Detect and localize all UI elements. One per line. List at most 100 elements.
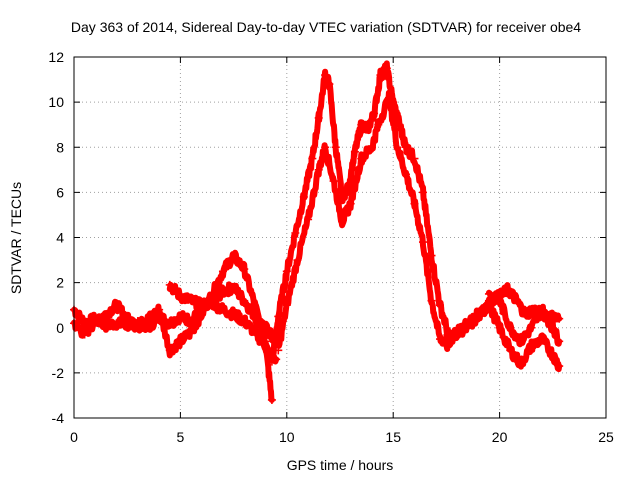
data-point-marker xyxy=(538,305,547,314)
data-point-marker xyxy=(325,80,334,89)
data-point-marker xyxy=(291,228,300,237)
data-point-marker xyxy=(512,296,521,305)
data-point-marker xyxy=(274,312,283,321)
data-point-marker xyxy=(91,316,100,325)
data-point-marker xyxy=(293,256,302,265)
data-point-marker xyxy=(367,143,376,152)
data-point-marker xyxy=(229,310,238,319)
data-point-marker xyxy=(453,328,462,337)
data-point-marker xyxy=(555,314,564,323)
data-point-marker xyxy=(504,285,513,294)
data-point-marker xyxy=(321,143,330,152)
y-tick-label: 6 xyxy=(56,184,64,200)
data-point-marker xyxy=(484,301,493,310)
data-point-marker xyxy=(144,314,153,323)
data-point-marker xyxy=(112,319,121,328)
data-point-marker xyxy=(176,292,185,301)
data-point-marker xyxy=(208,289,217,298)
data-point-marker xyxy=(165,319,174,328)
data-point-marker xyxy=(484,289,493,298)
data-point-marker xyxy=(529,305,538,314)
series-satellite-track-h xyxy=(484,289,564,348)
data-point-marker xyxy=(527,341,536,350)
data-point-marker xyxy=(548,350,557,359)
y-tick-label: -4 xyxy=(52,410,65,426)
data-point-marker xyxy=(218,287,227,296)
data-point-marker xyxy=(463,323,472,332)
data-point-marker xyxy=(314,165,323,174)
data-point-marker xyxy=(299,192,308,201)
data-point-marker xyxy=(274,346,283,355)
data-point-marker xyxy=(208,298,217,307)
data-point-marker xyxy=(370,109,379,118)
y-tick-label: 8 xyxy=(56,139,64,155)
y-tick-label: 0 xyxy=(56,320,64,336)
data-point-marker xyxy=(101,310,110,319)
data-point-marker xyxy=(165,346,174,355)
data-point-marker xyxy=(527,323,536,332)
data-point-marker xyxy=(521,310,530,319)
data-point-marker xyxy=(495,323,504,332)
x-tick-label: 10 xyxy=(279,429,295,445)
x-tick-label: 15 xyxy=(385,429,401,445)
y-tick-label: 4 xyxy=(56,230,64,246)
data-point-marker xyxy=(314,113,323,122)
data-point-marker xyxy=(555,337,564,346)
data-point-marker xyxy=(418,188,427,197)
data-point-marker xyxy=(410,154,419,163)
data-point-marker xyxy=(176,337,185,346)
data-point-marker xyxy=(395,120,404,129)
data-point-marker xyxy=(112,301,121,310)
data-point-marker xyxy=(229,251,238,260)
data-point-marker xyxy=(384,93,393,102)
series-trace xyxy=(486,289,563,348)
data-point-marker xyxy=(240,265,249,274)
data-point-marker xyxy=(382,64,391,73)
data-point-marker xyxy=(261,341,270,350)
x-tick-label: 0 xyxy=(70,429,78,445)
data-point-marker xyxy=(393,143,402,152)
chart-title: Day 363 of 2014, Sidereal Day-to-day VTE… xyxy=(71,19,581,35)
data-point-marker xyxy=(187,316,196,325)
data-point-marker xyxy=(187,296,196,305)
data-point-marker xyxy=(442,335,451,344)
data-point-marker xyxy=(401,170,410,179)
y-tick-label: 2 xyxy=(56,275,64,291)
data-point-marker xyxy=(436,301,445,310)
x-tick-label: 25 xyxy=(598,429,614,445)
x-tick-label: 5 xyxy=(177,429,185,445)
data-point-marker xyxy=(495,296,504,305)
y-tick-label: 12 xyxy=(48,49,64,65)
data-point-marker xyxy=(427,251,436,260)
data-point-marker xyxy=(176,312,185,321)
data-point-marker xyxy=(321,71,330,80)
series-satellite-track-g xyxy=(442,301,564,373)
data-point-marker xyxy=(410,199,419,208)
data-point-marker xyxy=(357,154,366,163)
data-point-marker xyxy=(282,301,291,310)
data-point-marker xyxy=(374,120,383,129)
data-point-marker xyxy=(329,177,338,186)
data-point-marker xyxy=(250,301,259,310)
y-axis-title: SDTVAR / TECUs xyxy=(8,182,24,294)
y-tick-label: 10 xyxy=(48,94,64,110)
data-point-marker xyxy=(350,147,359,156)
plot-frame xyxy=(73,56,607,419)
x-axis-title: GPS time / hours xyxy=(287,457,394,473)
y-tick-label: -2 xyxy=(52,365,65,381)
data-point-marker xyxy=(308,154,317,163)
series-trace xyxy=(268,60,452,364)
x-tick-label: 20 xyxy=(492,429,508,445)
data-point-marker xyxy=(401,143,410,152)
data-point-marker xyxy=(427,296,436,305)
data-point-marker xyxy=(240,316,249,325)
data-point-marker xyxy=(155,305,164,314)
data-series-layer xyxy=(70,60,564,404)
series-satellite-track-c xyxy=(165,280,276,404)
data-point-marker xyxy=(357,120,366,129)
data-point-marker xyxy=(218,267,227,276)
data-point-marker xyxy=(165,280,174,289)
data-point-marker xyxy=(506,323,515,332)
data-point-marker xyxy=(346,199,355,208)
